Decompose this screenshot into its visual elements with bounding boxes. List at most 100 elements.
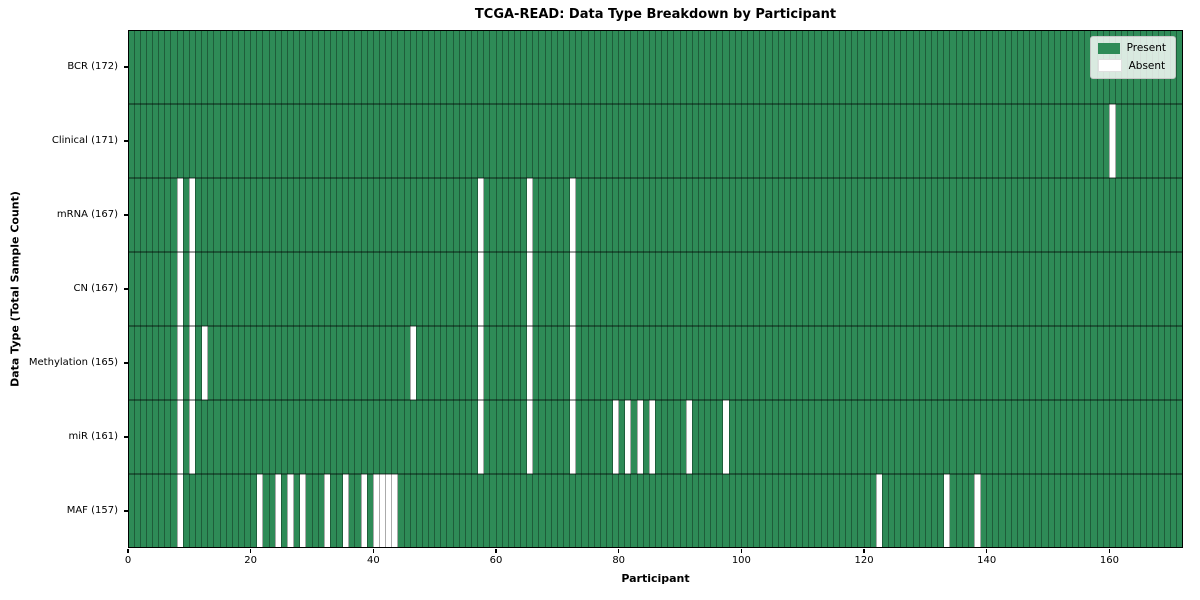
grid-vline bbox=[323, 30, 325, 548]
grid-vline bbox=[305, 30, 307, 548]
grid-vline bbox=[667, 30, 669, 548]
grid-vline bbox=[201, 30, 203, 548]
absent-cell bbox=[477, 326, 484, 400]
absent-cell bbox=[361, 474, 368, 548]
absent-cell bbox=[379, 474, 386, 548]
grid-vline bbox=[949, 30, 951, 548]
x-tick-mark bbox=[127, 549, 129, 553]
grid-vline bbox=[1059, 30, 1061, 548]
grid-vline bbox=[863, 30, 865, 548]
grid-vline bbox=[354, 30, 356, 548]
grid-vline bbox=[759, 30, 761, 548]
absent-cell bbox=[189, 178, 196, 252]
x-tick-label: 20 bbox=[244, 555, 258, 566]
grid-vline bbox=[219, 30, 221, 548]
absent-cell bbox=[637, 400, 644, 474]
grid-vline bbox=[1151, 30, 1153, 548]
absent-cell bbox=[569, 252, 576, 326]
grid-hline bbox=[128, 103, 1183, 105]
grid-vline bbox=[1010, 30, 1012, 548]
y-tick-mark bbox=[124, 436, 128, 438]
grid-vline bbox=[440, 30, 442, 548]
grid-vline bbox=[691, 30, 693, 548]
y-tick-mark bbox=[124, 214, 128, 216]
grid-vline bbox=[544, 30, 546, 548]
grid-hline bbox=[128, 251, 1183, 253]
grid-vline bbox=[900, 30, 902, 548]
grid-vline bbox=[1157, 30, 1159, 548]
absent-cell bbox=[177, 252, 184, 326]
absent-cell bbox=[1109, 104, 1116, 178]
x-tick-label: 80 bbox=[612, 555, 626, 566]
plot-area: Present Absent bbox=[128, 30, 1183, 548]
grid-vline bbox=[888, 30, 890, 548]
grid-vline bbox=[403, 30, 405, 548]
grid-vline bbox=[569, 30, 571, 548]
grid-vline bbox=[176, 30, 178, 548]
grid-vline bbox=[532, 30, 534, 548]
grid-vline bbox=[225, 30, 227, 548]
absent-cell bbox=[201, 326, 208, 400]
grid-vline bbox=[612, 30, 614, 548]
grid-vline bbox=[336, 30, 338, 548]
grid-vline bbox=[556, 30, 558, 548]
grid-vline bbox=[808, 30, 810, 548]
y-tick-label: Clinical (171) bbox=[51, 135, 118, 146]
grid-vline bbox=[1127, 30, 1129, 548]
grid-vline bbox=[747, 30, 748, 548]
grid-vline bbox=[587, 30, 589, 548]
x-tick-mark bbox=[740, 549, 742, 553]
grid-vline bbox=[250, 30, 252, 548]
absent-cell bbox=[686, 400, 693, 474]
x-axis: 0 20 40 60 80 100 120 140 160 bbox=[125, 548, 1183, 574]
grid-vline bbox=[299, 30, 301, 548]
grid-vline bbox=[293, 30, 295, 548]
grid-vline bbox=[704, 30, 706, 548]
grid-vline bbox=[980, 30, 982, 548]
grid-vline bbox=[685, 30, 687, 548]
grid-vline bbox=[906, 30, 908, 548]
grid-vline bbox=[581, 30, 583, 548]
absent-cell bbox=[410, 326, 417, 400]
absent-cell bbox=[526, 326, 533, 400]
y-tick-mark bbox=[124, 66, 128, 68]
grid-vline bbox=[789, 30, 791, 548]
absent-cell bbox=[477, 400, 484, 474]
grid-vline bbox=[538, 30, 540, 548]
legend-item-absent: Absent bbox=[1097, 59, 1166, 72]
absent-cell bbox=[477, 252, 484, 326]
y-tick-label: MAF (157) bbox=[66, 505, 118, 516]
grid-vline bbox=[286, 30, 288, 548]
absent-cell bbox=[974, 474, 981, 548]
grid-vline bbox=[152, 30, 154, 548]
grid-vline bbox=[133, 30, 135, 548]
absent-cell bbox=[526, 400, 533, 474]
grid-vline bbox=[839, 30, 840, 548]
grid-vline bbox=[464, 30, 466, 548]
absent-cell bbox=[612, 400, 619, 474]
grid-vline bbox=[1133, 30, 1135, 548]
x-axis-label: Participant bbox=[621, 572, 690, 585]
grid-vline bbox=[1047, 30, 1049, 548]
y-tick-mark bbox=[124, 362, 128, 364]
absent-cell bbox=[624, 400, 631, 474]
grid-vline bbox=[918, 30, 920, 548]
grid-vline bbox=[642, 30, 644, 548]
grid-hline bbox=[128, 177, 1183, 179]
x-tick-label: 40 bbox=[366, 555, 380, 566]
grid-vline bbox=[428, 30, 430, 548]
x-tick-label: 0 bbox=[124, 555, 132, 566]
grid-vline bbox=[630, 30, 632, 548]
grid-vline bbox=[857, 30, 859, 548]
grid-vline bbox=[1121, 30, 1123, 548]
x-tick-label: 160 bbox=[1099, 555, 1119, 566]
grid-vline bbox=[783, 30, 785, 548]
grid-vline bbox=[164, 30, 166, 548]
legend-label-absent: Absent bbox=[1128, 59, 1166, 72]
grid-vline bbox=[421, 30, 423, 548]
grid-vline bbox=[1115, 30, 1117, 548]
absent-cell bbox=[943, 474, 950, 548]
grid-vline bbox=[648, 30, 650, 548]
x-tick-mark bbox=[250, 549, 252, 553]
